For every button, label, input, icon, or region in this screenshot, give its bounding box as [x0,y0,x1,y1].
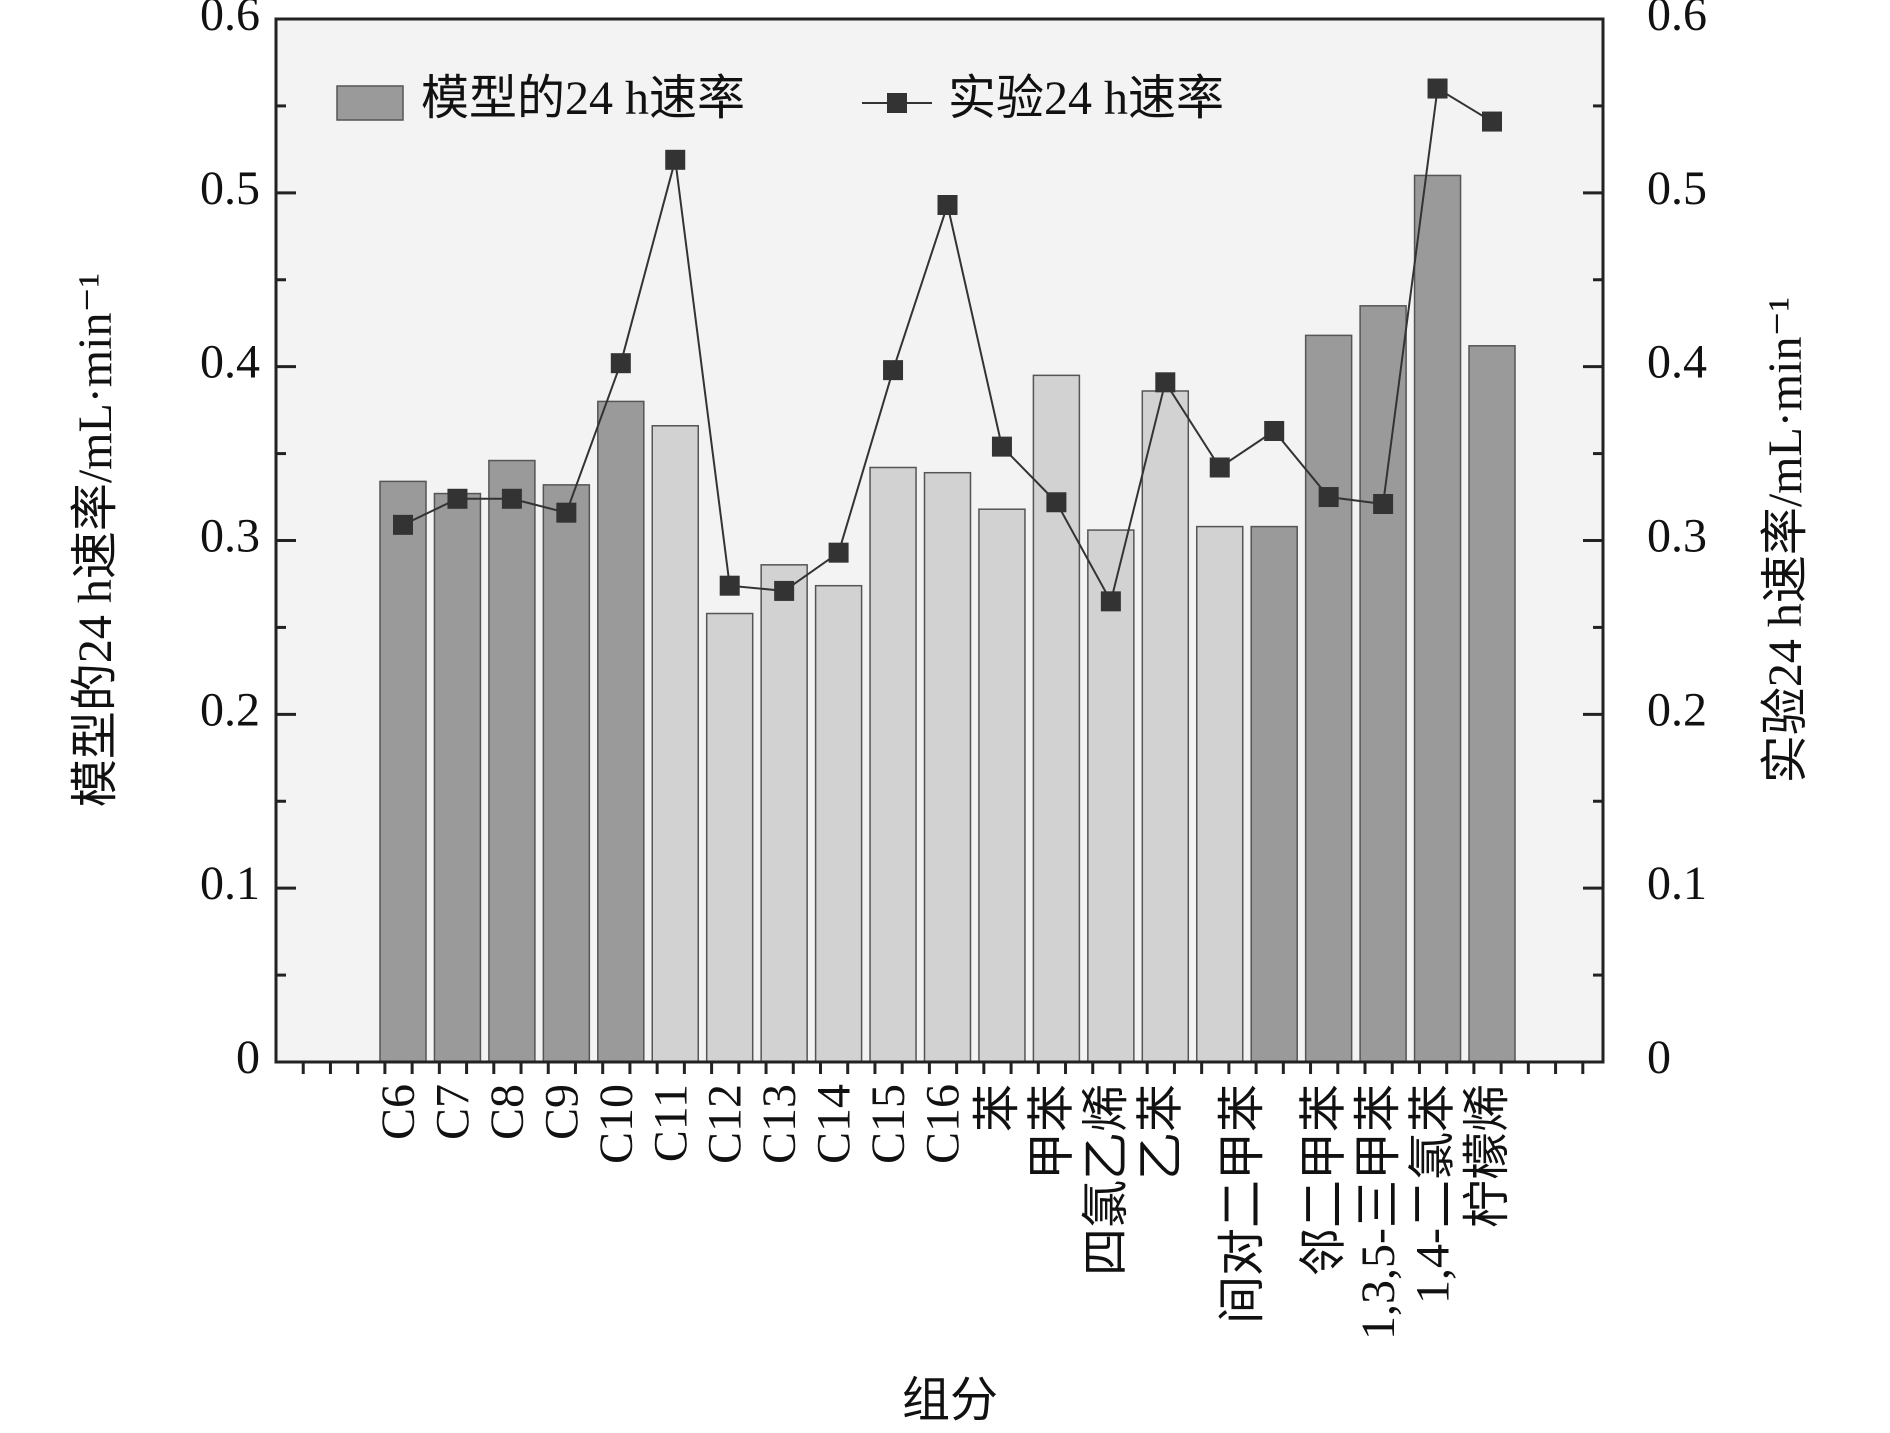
legend-label: 模型的24 h速率 [421,72,745,125]
bar [1468,345,1516,1063]
marker [883,360,904,381]
x-tick-label: 四氯乙烯 [1080,1084,1133,1276]
x-tick-label: C12 [699,1084,752,1164]
x-tick-label: 柠檬烯 [1461,1084,1514,1228]
bar [597,400,645,1063]
bar [1032,374,1081,1063]
bar [1087,529,1135,1063]
y2-tick-label: 0 [1647,1031,1671,1084]
legend-swatch [336,85,404,121]
x-tick-label: 甲苯 [1025,1084,1078,1180]
bar [542,484,591,1063]
y-tick-label: 0.2 [200,683,260,736]
y2-tick-label: 0.1 [1647,857,1707,910]
y-tick-label: 0.6 [200,0,260,41]
marker [1046,492,1067,513]
x-tick-label: C7 [426,1084,479,1140]
y-tick-label: 0.4 [200,336,260,389]
marker [1427,78,1448,99]
x-axis-label: 组分 [902,1374,998,1427]
bar [705,612,754,1063]
bar [869,466,917,1063]
x-tick-label: C15 [862,1084,915,1164]
marker [1100,591,1121,612]
marker [937,195,958,216]
x-tick-label: C8 [481,1084,534,1140]
x-tick-label: 间对二甲苯 [1216,1084,1269,1324]
legend-marker [887,93,907,113]
x-tick-label: 邻二甲苯 [1298,1084,1351,1276]
bar [433,492,482,1063]
y2-tick-label: 0.3 [1647,510,1707,563]
plot-frame [274,17,1605,1064]
marker [828,542,849,563]
x-tick-label: C16 [917,1084,970,1164]
marker [719,575,740,596]
bar [760,564,808,1063]
x-tick-label: C13 [753,1084,806,1164]
bar [1250,525,1298,1063]
x-tick-label: C6 [372,1084,425,1140]
bar [814,584,863,1063]
x-tick-label: C9 [535,1084,588,1140]
bar [978,508,1026,1063]
legend-label: 实验24 h速率 [948,72,1224,125]
y-tick-label: 0 [236,1031,260,1084]
bar [1304,334,1353,1063]
y2-tick-label: 0.4 [1647,336,1707,389]
marker [447,488,468,509]
y2-axis-label: 实验24 h速率/mL·min⁻¹ [1759,297,1812,783]
bar [923,471,972,1063]
marker [991,436,1012,457]
x-tick-label: C10 [590,1084,643,1164]
y-tick-label: 0.3 [200,510,260,563]
marker [774,580,795,601]
x-tick-label: 苯 [971,1084,1024,1132]
marker [665,149,686,170]
x-tick-label: 乙苯 [1134,1084,1187,1180]
y2-tick-label: 0.6 [1647,0,1707,41]
x-tick-label: 1,4-二氯苯 [1407,1084,1460,1304]
bar [1196,525,1244,1063]
marker [393,514,413,535]
marker [1318,487,1339,508]
bar [651,425,699,1063]
marker [1482,111,1502,132]
marker [1264,420,1285,441]
x-tick-label: C14 [808,1084,861,1164]
y2-tick-label: 0.2 [1647,683,1707,736]
marker [1155,372,1176,393]
marker [556,502,577,523]
marker [610,353,631,374]
marker [1373,493,1394,514]
y-tick-label: 0.5 [200,162,260,215]
marker [501,488,522,509]
bar [1413,174,1462,1063]
y2-tick-label: 0.5 [1647,162,1707,215]
y-axis-label: 模型的24 h速率/mL·min⁻¹ [69,273,122,807]
x-tick-label: 1,3,5-三甲苯 [1352,1084,1405,1340]
bar [1141,390,1190,1063]
bar [488,459,536,1063]
y-tick-label: 0.1 [200,857,260,910]
bar [379,480,427,1063]
marker [1209,457,1230,478]
x-tick-label: C11 [644,1084,697,1162]
bar [1359,305,1407,1063]
